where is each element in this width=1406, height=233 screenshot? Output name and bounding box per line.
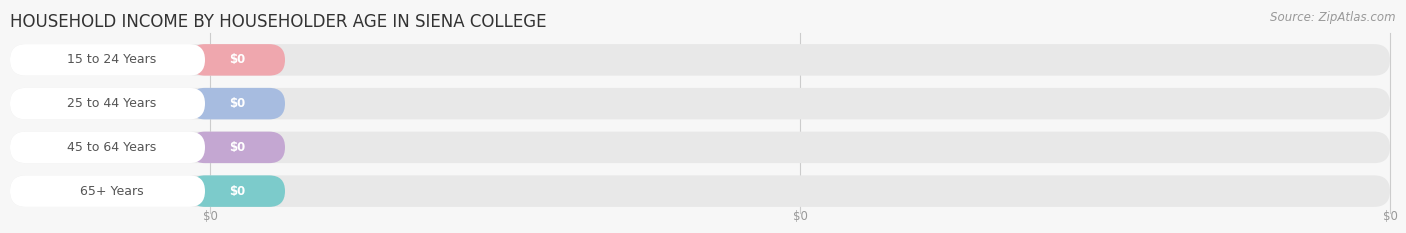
FancyBboxPatch shape <box>10 175 1391 207</box>
Text: $0: $0 <box>229 53 245 66</box>
FancyBboxPatch shape <box>10 44 205 76</box>
FancyBboxPatch shape <box>10 44 1391 76</box>
Text: 15 to 24 Years: 15 to 24 Years <box>66 53 156 66</box>
FancyBboxPatch shape <box>190 88 285 119</box>
FancyBboxPatch shape <box>10 175 205 207</box>
Text: $0: $0 <box>793 210 807 223</box>
FancyBboxPatch shape <box>10 132 205 163</box>
FancyBboxPatch shape <box>190 132 285 163</box>
Text: $0: $0 <box>229 185 245 198</box>
Text: HOUSEHOLD INCOME BY HOUSEHOLDER AGE IN SIENA COLLEGE: HOUSEHOLD INCOME BY HOUSEHOLDER AGE IN S… <box>10 13 547 31</box>
FancyBboxPatch shape <box>10 88 205 119</box>
Text: $0: $0 <box>1382 210 1398 223</box>
Text: $0: $0 <box>229 97 245 110</box>
FancyBboxPatch shape <box>10 88 1391 119</box>
FancyBboxPatch shape <box>10 132 1391 163</box>
Text: $0: $0 <box>202 210 218 223</box>
Text: Source: ZipAtlas.com: Source: ZipAtlas.com <box>1271 11 1396 24</box>
Text: 45 to 64 Years: 45 to 64 Years <box>66 141 156 154</box>
FancyBboxPatch shape <box>190 44 285 76</box>
Text: 25 to 44 Years: 25 to 44 Years <box>66 97 156 110</box>
Text: 65+ Years: 65+ Years <box>80 185 143 198</box>
Text: $0: $0 <box>229 141 245 154</box>
FancyBboxPatch shape <box>190 175 285 207</box>
